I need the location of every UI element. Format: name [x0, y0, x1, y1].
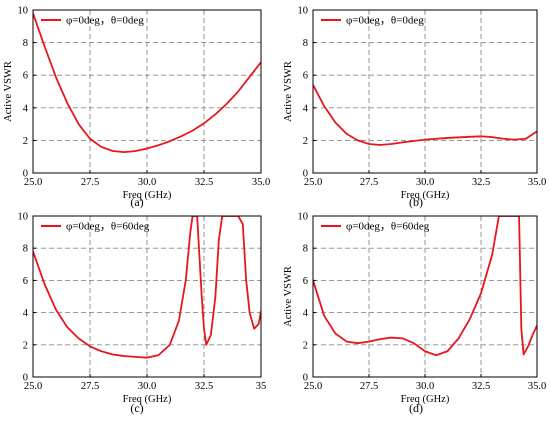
y-tick-label: 0 — [23, 373, 28, 384]
y-tick-label: 2 — [303, 340, 308, 351]
y-tick-label: 8 — [303, 244, 308, 255]
x-tick-label: 30.0 — [138, 381, 156, 392]
y-tick-label: 6 — [23, 276, 28, 287]
panel-caption: (a) — [130, 195, 143, 209]
chart-panel: 25.0 27.5 30.0 32.5 35.0 0 2 4 6 8 10 Freq (GHz) Act… — [283, 6, 546, 210]
y-axis-label: Active VSWR — [283, 266, 294, 327]
series-line — [33, 216, 261, 359]
y-tick-label: 10 — [18, 6, 29, 17]
panel-caption: (c) — [130, 401, 143, 415]
panel-caption: (d) — [409, 401, 423, 415]
y-axis-label: Active VSWR — [3, 61, 14, 122]
y-tick-label: 2 — [303, 136, 308, 147]
y-tick-label: 4 — [303, 103, 309, 114]
legend-label: φ=0deg，θ=60deg — [346, 221, 430, 233]
x-tick-label: 25.0 — [24, 381, 42, 392]
x-tick-label: 25.0 — [304, 381, 322, 392]
y-tick-label: 8 — [303, 38, 308, 49]
y-tick-label: 0 — [23, 169, 28, 180]
legend-label: φ=0deg，θ=0deg — [66, 15, 144, 27]
x-tick-label: 32.5 — [195, 177, 213, 188]
x-tick-label: 25.0 — [24, 177, 42, 188]
x-tick-label: 35.0 — [252, 177, 270, 188]
series-line — [313, 216, 537, 357]
x-tick-label: 30.0 — [138, 177, 156, 188]
x-tick-label: 27.5 — [81, 177, 99, 188]
x-axis-label: Freq (GHz) — [401, 190, 450, 201]
chart-panel: 25.0 27.5 30.0 32.5 35.0 0 2 4 6 8 10 Freq (GHz) Act… — [3, 6, 270, 210]
y-tick-label: 4 — [23, 308, 29, 319]
x-tick-label: 30.0 — [416, 177, 434, 188]
y-tick-label: 8 — [23, 244, 28, 255]
y-axis-label: Active VSWR — [283, 61, 294, 122]
legend-label: φ=0deg，θ=60deg — [66, 221, 150, 233]
x-axis-label: Freq (GHz) — [123, 394, 172, 405]
y-tick-label: 0 — [303, 169, 308, 180]
x-tick-label: 32.5 — [472, 177, 490, 188]
x-tick-label: 35.0 — [528, 177, 546, 188]
x-tick-label: 35 — [256, 381, 267, 392]
y-tick-label: 10 — [298, 212, 309, 223]
x-tick-label: 25.0 — [304, 177, 322, 188]
legend-label: φ=0deg，θ=0deg — [346, 15, 424, 27]
x-tick-label: 27.5 — [360, 381, 378, 392]
series-line — [313, 84, 537, 146]
y-tick-label: 4 — [303, 308, 309, 319]
y-tick-label: 4 — [23, 103, 29, 114]
x-tick-label: 35.0 — [528, 381, 546, 392]
y-tick-label: 10 — [298, 6, 309, 17]
y-tick-label: 6 — [303, 71, 308, 82]
chart-panel: 25.0 27.5 30.0 32.5 35.0 0 2 4 6 8 10 Freq (GHz) Act… — [283, 212, 546, 416]
y-tick-label: 2 — [23, 340, 28, 351]
x-tick-label: 32.5 — [472, 381, 490, 392]
x-tick-label: 32.5 — [195, 381, 213, 392]
y-tick-label: 6 — [303, 276, 308, 287]
y-tick-label: 8 — [23, 38, 28, 49]
y-tick-label: 6 — [23, 71, 28, 82]
series-line — [33, 12, 261, 154]
x-tick-label: 27.5 — [360, 177, 378, 188]
y-tick-label: 0 — [303, 373, 308, 384]
y-tick-label: 10 — [18, 212, 29, 223]
chart-panel: 25.0 27.5 30.0 32.5 35 0 2 4 6 8 10 Freq (GHz) φ=0de… — [18, 212, 267, 416]
y-tick-label: 2 — [23, 136, 28, 147]
panel-caption: (b) — [409, 195, 423, 209]
x-tick-label: 27.5 — [81, 381, 99, 392]
x-tick-label: 30.0 — [416, 381, 434, 392]
x-axis-label: Freq (GHz) — [123, 190, 172, 201]
x-axis-label: Freq (GHz) — [401, 394, 450, 405]
